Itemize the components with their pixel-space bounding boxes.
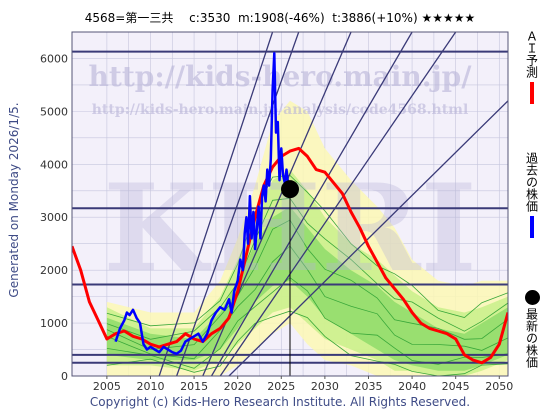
y-tick-label: 6000 <box>40 52 68 65</box>
y-axis: 0 1000 2000 3000 4000 5000 6000 <box>40 52 68 383</box>
legend-past-price-label: 過去の株価 <box>524 152 539 212</box>
legend-ai-forecast-label: ＡＩ予測 <box>524 30 539 78</box>
legend-ai-forecast: ＡＩ予測 <box>522 30 542 104</box>
projection-trace <box>106 219 509 350</box>
trend-line <box>176 32 300 376</box>
x-tick-label: 2015 <box>180 380 208 393</box>
x-tick-label: 2045 <box>442 380 470 393</box>
x-tick-label: 2030 <box>311 380 339 393</box>
past-price-line <box>114 51 292 356</box>
legend-latest-price: 最新の株価 <box>522 290 542 368</box>
watermark-main-url: http://kids-hero.main.jp/ <box>89 60 473 93</box>
trend-line <box>228 100 508 376</box>
x-tick-label: 2050 <box>485 380 513 393</box>
plot-frame <box>71 31 509 377</box>
y-tick-label: 5000 <box>40 105 68 118</box>
trend-line <box>219 32 457 376</box>
x-tick-label: 2025 <box>267 380 295 393</box>
latest-marker <box>281 180 299 376</box>
y-tick-label: 0 <box>61 370 68 383</box>
y-tick-label: 3000 <box>40 211 68 224</box>
x-tick-label: 2035 <box>354 380 382 393</box>
x-axis: 2005 2010 2015 2020 2025 2030 2035 2040 2045 2050 <box>93 376 513 393</box>
y-tick-label: 4000 <box>40 158 68 171</box>
y-tick-label: 2000 <box>40 264 68 277</box>
x-tick-label: 2040 <box>398 380 426 393</box>
ai-forecast-line <box>72 146 508 365</box>
legend-past-price: 過去の株価 <box>522 152 542 238</box>
latest-price-dot <box>281 180 299 199</box>
x-tick-label: 2020 <box>224 380 252 393</box>
watermark-sub-url: http://kids-hero.main.jp/analysis/code45… <box>92 102 469 118</box>
projection-trace <box>106 245 509 360</box>
trend-line <box>210 32 413 376</box>
trend-line <box>158 32 274 376</box>
copyright-notice: Copyright (c) Kids-Hero Research Institu… <box>89 395 471 409</box>
generated-date-label: Generated on Monday 2026/1/5. <box>7 102 21 298</box>
legend-past-price-swatch <box>530 216 534 238</box>
legend-ai-forecast-swatch <box>530 82 534 104</box>
x-tick-label: 2005 <box>93 380 121 393</box>
price-series <box>72 51 508 365</box>
y-tick-label: 1000 <box>40 317 68 330</box>
chart-title: 4568=第一三共 c:3530 m:1908(-46%) t:3886(+10… <box>84 11 476 25</box>
x-tick-label: 2010 <box>136 380 164 393</box>
projection-trace <box>106 175 509 327</box>
legend-latest-price-label: 最新の株価 <box>524 308 539 368</box>
legend-latest-price-swatch <box>524 290 540 305</box>
